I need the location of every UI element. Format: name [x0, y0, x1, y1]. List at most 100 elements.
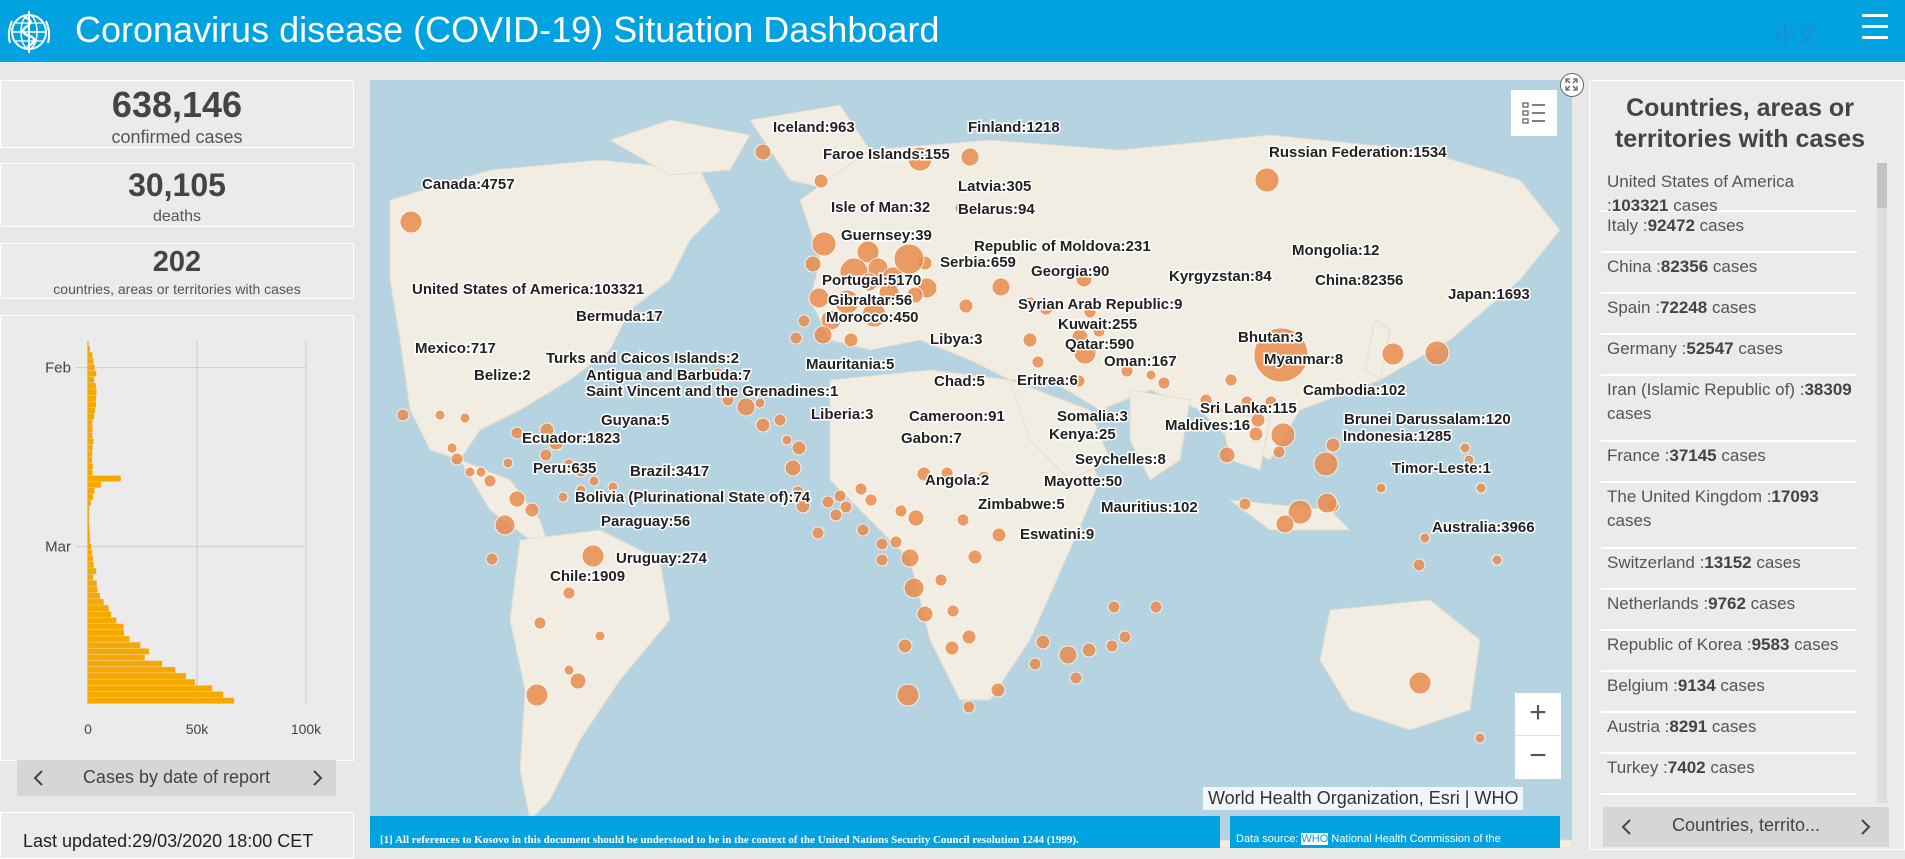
- case-bubble[interactable]: [1107, 600, 1121, 614]
- scrollbar-thumb[interactable]: [1877, 163, 1887, 208]
- case-bubble[interactable]: [1270, 422, 1296, 448]
- chevron-right-icon[interactable]: [307, 768, 327, 788]
- daily-cases-bar[interactable]: [88, 525, 90, 531]
- case-bubble[interactable]: [755, 417, 771, 433]
- case-bubble[interactable]: [1218, 446, 1236, 464]
- daily-cases-bar[interactable]: [88, 383, 96, 389]
- case-bubble[interactable]: [607, 481, 619, 493]
- zoom-in-button[interactable]: +: [1515, 693, 1561, 736]
- case-bubble[interactable]: [773, 413, 787, 427]
- case-bubble[interactable]: [485, 552, 499, 566]
- daily-cases-bar[interactable]: [88, 420, 93, 426]
- case-bubble[interactable]: [1248, 426, 1264, 442]
- case-bubble[interactable]: [907, 509, 925, 527]
- data-source-who-link[interactable]: WHO: [1301, 833, 1329, 845]
- case-bubble[interactable]: [896, 683, 920, 707]
- daily-cases-bar[interactable]: [88, 512, 90, 519]
- case-bubble[interactable]: [1424, 340, 1450, 366]
- case-bubble[interactable]: [1118, 630, 1132, 644]
- case-bubble[interactable]: [1058, 645, 1078, 665]
- country-list-item[interactable]: Spain :72248 cases: [1601, 294, 1857, 335]
- daily-cases-bar[interactable]: [88, 531, 90, 537]
- case-bubble[interactable]: [1092, 324, 1106, 338]
- zoom-out-button[interactable]: −: [1529, 739, 1547, 772]
- case-bubble[interactable]: [956, 513, 970, 527]
- case-bubble[interactable]: [1075, 270, 1093, 288]
- case-bubble[interactable]: [821, 495, 835, 509]
- case-bubble[interactable]: [754, 143, 772, 161]
- case-bubble[interactable]: [954, 201, 968, 215]
- case-bubble[interactable]: [967, 549, 983, 565]
- world-map-canvas[interactable]: Iceland:963 Finland:1218 Faroe Islands:155…: [370, 80, 1572, 848]
- case-bubble[interactable]: [1031, 355, 1045, 369]
- expand-button[interactable]: [1560, 73, 1584, 97]
- case-bubble[interactable]: [508, 490, 526, 508]
- case-bubble[interactable]: [1491, 554, 1503, 566]
- country-list-item[interactable]: Austria :8291 cases: [1601, 713, 1857, 754]
- case-bubble[interactable]: [1408, 671, 1432, 695]
- daily-cases-bar[interactable]: [88, 346, 90, 352]
- daily-cases-bar[interactable]: [88, 494, 94, 500]
- case-bubble[interactable]: [977, 470, 991, 484]
- language-switch-link[interactable]: 中文: [1774, 24, 1819, 49]
- case-bubble[interactable]: [1072, 374, 1086, 388]
- case-bubble[interactable]: [399, 210, 423, 234]
- case-bubble[interactable]: [557, 491, 569, 503]
- daily-cases-bar[interactable]: [88, 432, 93, 439]
- case-bubble[interactable]: [1313, 451, 1339, 477]
- case-bubble[interactable]: [940, 466, 954, 480]
- daily-cases-bar[interactable]: [88, 586, 98, 593]
- case-bubble[interactable]: [450, 452, 464, 466]
- daily-cases-bar[interactable]: [88, 500, 91, 507]
- case-bubble[interactable]: [1211, 404, 1223, 416]
- case-bubble[interactable]: [539, 422, 555, 438]
- daily-cases-bar[interactable]: [88, 562, 94, 568]
- case-bubble[interactable]: [1157, 376, 1171, 390]
- case-bubble[interactable]: [791, 485, 805, 499]
- daily-cases-bar[interactable]: [88, 660, 163, 667]
- case-bubble[interactable]: [721, 393, 735, 407]
- country-list-item[interactable]: Republic of Korea :9583 cases: [1601, 631, 1857, 672]
- case-bubble[interactable]: [1022, 332, 1038, 348]
- case-bubble[interactable]: [1463, 454, 1475, 466]
- daily-cases-bar[interactable]: [88, 673, 187, 679]
- case-bubble[interactable]: [1375, 482, 1387, 494]
- case-bubble[interactable]: [475, 466, 487, 478]
- daily-cases-bar[interactable]: [88, 592, 100, 599]
- case-bubble[interactable]: [784, 459, 802, 477]
- case-bubble[interactable]: [958, 298, 974, 314]
- daily-cases-bar[interactable]: [88, 469, 93, 476]
- case-bubble[interactable]: [539, 448, 553, 462]
- country-list-item[interactable]: Iran (Islamic Republic of) :38309 cases: [1601, 376, 1857, 442]
- case-bubble[interactable]: [859, 272, 879, 292]
- daily-cases-bar[interactable]: [88, 679, 195, 686]
- daily-cases-bar[interactable]: [88, 623, 124, 630]
- country-list-item[interactable]: Turkey :7402 cases: [1601, 754, 1857, 795]
- case-bubble[interactable]: [1120, 364, 1134, 378]
- daily-cases-bar[interactable]: [88, 599, 104, 605]
- daily-cases-bar[interactable]: [88, 463, 93, 470]
- daily-cases-bar[interactable]: [88, 506, 90, 513]
- case-bubble[interactable]: [813, 173, 829, 189]
- case-bubble[interactable]: [797, 314, 811, 328]
- daily-cases-bar[interactable]: [88, 691, 224, 698]
- case-bubble[interactable]: [695, 385, 707, 397]
- case-bubble[interactable]: [1253, 327, 1309, 383]
- case-bubble[interactable]: [878, 282, 900, 304]
- chevron-left-icon[interactable]: [29, 768, 49, 788]
- case-bubble[interactable]: [1149, 600, 1163, 614]
- case-bubble[interactable]: [502, 457, 514, 469]
- case-bubble[interactable]: [833, 489, 847, 503]
- case-bubble[interactable]: [1275, 514, 1295, 534]
- daily-cases-bar[interactable]: [88, 642, 141, 649]
- chevron-right-icon[interactable]: [1855, 817, 1875, 837]
- countries-list-scrollbar[interactable]: [1877, 163, 1887, 803]
- case-bubble[interactable]: [1272, 445, 1286, 459]
- daily-cases-bar[interactable]: [88, 438, 94, 445]
- case-bubble[interactable]: [944, 640, 960, 656]
- case-bubble[interactable]: [396, 408, 410, 422]
- case-bubble[interactable]: [1316, 492, 1338, 514]
- case-bubble[interactable]: [962, 700, 976, 714]
- daily-cases-bar[interactable]: [88, 654, 145, 661]
- case-bubble[interactable]: [563, 664, 575, 676]
